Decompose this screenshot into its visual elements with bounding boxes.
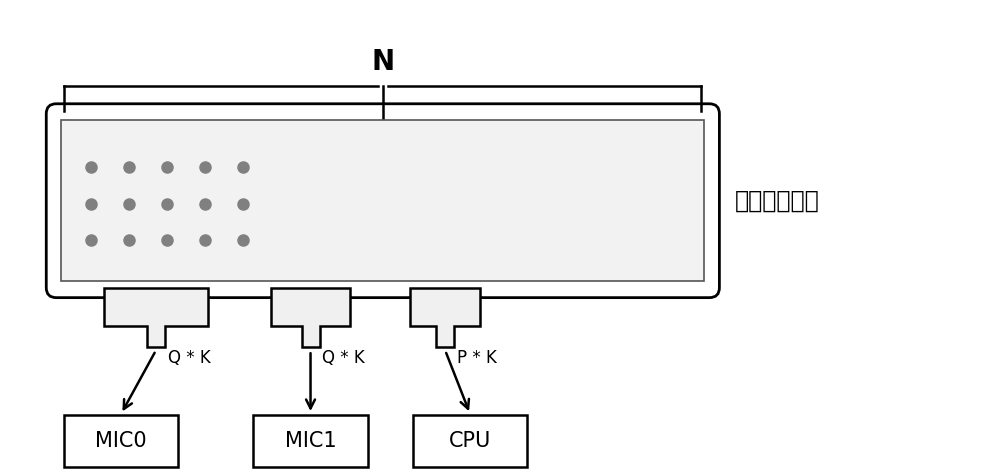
Polygon shape [104, 288, 208, 347]
Bar [549, 123, 560, 277]
Polygon shape [410, 288, 480, 347]
Bar [664, 123, 676, 277]
Text: Q * K: Q * K [168, 350, 211, 368]
Bar [139, 123, 159, 277]
Bar [253, 123, 264, 277]
Bar [483, 123, 495, 277]
Text: CPU: CPU [449, 431, 491, 451]
Polygon shape [271, 288, 350, 347]
Bar [417, 123, 429, 277]
Bar [532, 123, 544, 277]
Bar [215, 123, 235, 277]
Bar [335, 123, 346, 277]
Bar [500, 123, 511, 277]
Bar [631, 123, 643, 277]
Text: Q * K: Q * K [322, 350, 365, 368]
Bar [101, 123, 121, 277]
Bar [680, 123, 692, 277]
Bar [401, 123, 412, 277]
Bar [413, 415, 527, 467]
Bar [63, 123, 83, 277]
Bar [253, 415, 368, 467]
Bar [61, 120, 704, 281]
Bar [384, 123, 396, 277]
Bar [368, 123, 379, 277]
Bar [565, 123, 577, 277]
Text: P * K: P * K [457, 350, 497, 368]
Bar [582, 123, 593, 277]
Bar [351, 123, 363, 277]
Text: MIC1: MIC1 [285, 431, 336, 451]
Text: 输入路网数据: 输入路网数据 [734, 189, 819, 213]
Text: N: N [371, 48, 394, 76]
Text: MIC0: MIC0 [95, 431, 147, 451]
Bar [302, 123, 314, 277]
Bar [648, 123, 659, 277]
Bar [286, 123, 297, 277]
Bar [467, 123, 478, 277]
Bar [269, 123, 281, 277]
FancyBboxPatch shape [46, 104, 719, 298]
Bar [598, 123, 610, 277]
Bar [615, 123, 626, 277]
Bar [516, 123, 527, 277]
Bar [434, 123, 445, 277]
Bar [64, 415, 178, 467]
Bar [450, 123, 462, 277]
Bar [177, 123, 197, 277]
Bar [319, 123, 330, 277]
